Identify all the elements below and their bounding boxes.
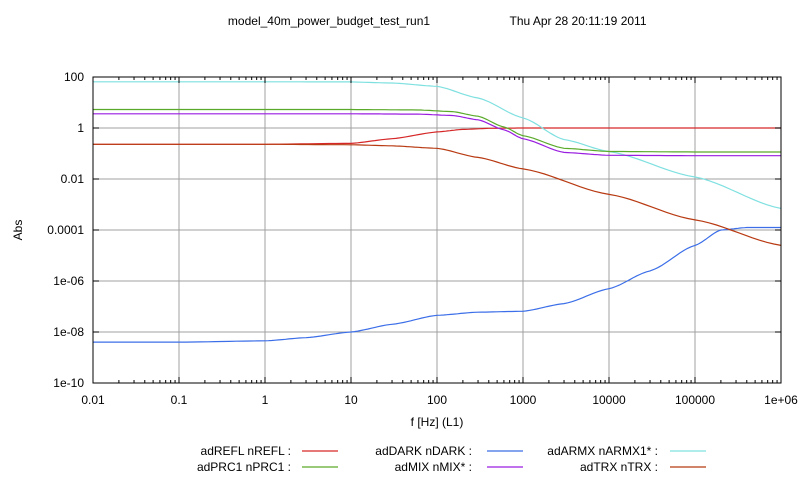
grid-lines (93, 77, 781, 383)
y-tick-label: 100 (64, 70, 84, 84)
x-tick-label: 1 (262, 393, 269, 407)
chart-timestamp: Thu Apr 28 20:11:19 2011 (510, 14, 647, 28)
legend-label: adARMX nARMX1* : (547, 444, 658, 458)
y-tick-labels: 100 1 0.01 0.0001 1e-06 1e-08 1e-10 (47, 70, 84, 390)
series-line-3 (93, 108, 781, 153)
y-tick-label: 0.01 (61, 172, 85, 186)
legend-label: adREFL nREFL : (201, 444, 291, 458)
y-tick-label: 1e-10 (53, 376, 84, 390)
legend-label: adPRC1 nPRC1 : (197, 460, 291, 474)
legend-label: adDARK nDARK : (375, 444, 472, 458)
y-tick-label: 0.0001 (47, 223, 84, 237)
chart-title: model_40m_power_budget_test_run1 (228, 14, 430, 28)
series-lines (93, 81, 782, 343)
x-tick-label: 100000 (675, 393, 715, 407)
y-tick-label: 1 (77, 121, 84, 135)
legend: adREFL nREFL : adDARK nDARK : adARMX nARMX… (197, 444, 706, 474)
series-line-2 (93, 81, 782, 209)
series-line-1 (93, 226, 781, 343)
y-tick-label: 1e-06 (53, 274, 84, 288)
x-tick-label: 1000 (510, 393, 537, 407)
x-tick-labels: 0.01 0.1 1 10 100 1000 10000 100000 1e+06 (81, 393, 798, 407)
x-tick-label: 1e+06 (764, 393, 798, 407)
x-axis-label: f [Hz] (L1) (411, 415, 464, 429)
x-tick-label: 10000 (592, 393, 626, 407)
legend-label: adMIX nMIX* : (395, 460, 472, 474)
x-tick-label: 10 (344, 393, 358, 407)
x-tick-label: 100 (427, 393, 447, 407)
legend-label: adTRX nTRX : (580, 460, 658, 474)
x-tick-label: 0.1 (171, 393, 188, 407)
series-line-4 (93, 113, 781, 157)
y-axis-label: Abs (11, 220, 25, 241)
series-line-5 (93, 143, 782, 246)
axis-ticks (92, 76, 782, 384)
x-tick-label: 0.01 (81, 393, 105, 407)
y-tick-label: 1e-08 (53, 325, 84, 339)
series-line-0 (93, 127, 781, 145)
